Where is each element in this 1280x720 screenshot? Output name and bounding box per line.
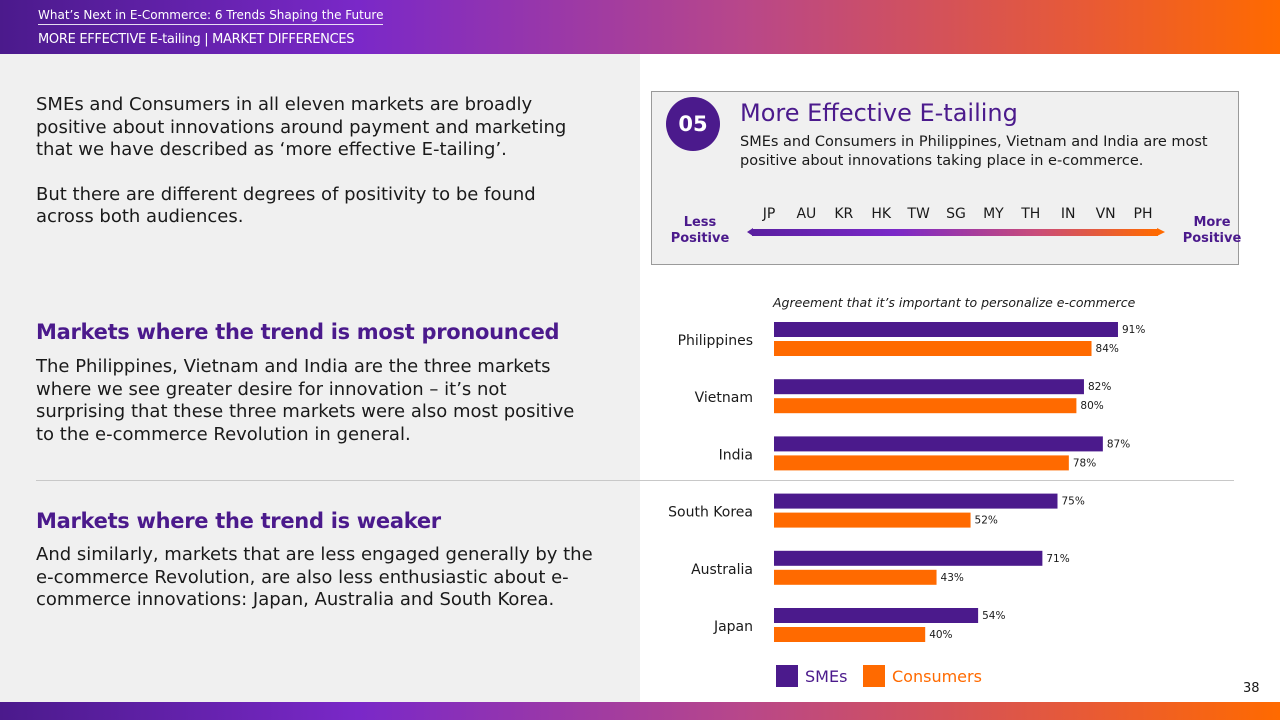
data-label-consumers: 40% [929,629,952,641]
scale-arrow-head [1157,228,1165,236]
intro-paragraph-1: SMEs and Consumers in all eleven markets… [36,94,567,160]
data-label-consumers: 78% [1073,457,1096,469]
divider-line [36,480,1234,481]
market-label-tw: TW [907,206,930,222]
weaker-heading: Markets where the trend is weaker [36,509,441,533]
data-label-consumers: 80% [1080,400,1103,412]
bar-smes [774,436,1103,452]
data-label-smes: 71% [1046,553,1069,565]
data-label-smes: 75% [1062,496,1085,508]
bar-chart: Philippines 91%84% Vietnam 82% 80% India 87% 78… [668,322,1145,642]
market-label-vn: VN [1095,206,1116,222]
bar-consumers [774,398,1077,414]
trend-description: SMEs and Consumers in Philippines, Vietn… [740,134,1208,169]
intro-paragraph-2: But there are different degrees of posit… [36,183,536,228]
bar-consumers [774,512,971,528]
weaker-body: And similarly, markets that are less eng… [36,544,593,610]
category-label: Philippines [678,333,753,349]
report-title: What’s Next in E-Commerce: 6 Trends Shap… [38,8,384,25]
data-label-smes: 91% [1122,324,1145,336]
market-label-kr: KR [834,206,854,222]
data-label-consumers: 52% [975,515,998,527]
market-label-hk: HK [871,206,892,222]
data-label-smes: 54% [982,610,1005,622]
market-label-in: IN [1060,206,1076,222]
data-label-consumers: 43% [941,572,964,584]
legend-label-smes: SMEs [805,667,848,686]
bar-smes [774,379,1084,395]
footer-bar [0,702,1280,720]
category-label: Vietnam [695,390,753,406]
bar-consumers [774,569,937,585]
intro-text: SMEs and Consumers in all eleven markets… [36,94,596,251]
chart-title: Agreement that it’s important to persona… [773,295,1136,310]
bar-smes [774,322,1118,337]
category-label: South Korea [668,505,753,521]
category-label: Australia [691,562,753,578]
bar-smes [774,608,979,623]
data-label-smes: 82% [1088,381,1111,393]
section-subtitle: MORE EFFECTIVE E-tailing | MARKET DIFFER… [38,32,355,47]
more-positive-label: More Positive [1182,215,1242,246]
bar-consumers [774,341,1092,356]
page-number: 38 [1243,681,1260,696]
legend-label-consumers: Consumers [892,667,982,686]
less-positive-label: Less Positive [670,215,730,246]
bar-smes [774,493,1058,509]
bar-smes [774,550,1043,566]
bar-consumers [774,455,1069,471]
scale-arrow-tail [747,228,753,236]
market-label-ph: PH [1133,206,1153,222]
header-bar: What’s Next in E-Commerce: 6 Trends Shap… [0,0,1280,54]
legend-swatch-smes [776,665,798,687]
market-label-jp: JP [762,206,776,222]
bar-consumers [774,627,926,642]
market-label-au: AU [796,206,817,222]
pronounced-heading: Markets where the trend is most pronounc… [36,320,560,344]
legend-swatch-consumers [863,665,885,687]
pronounced-body: The Philippines, Vietnam and India are t… [36,356,575,445]
trend-box [651,91,1239,265]
market-label-sg: SG [946,206,966,222]
category-label: India [719,447,753,463]
trend-number-badge: 05 [666,97,720,151]
data-label-consumers: 84% [1096,343,1119,355]
category-label: Japan [713,619,753,635]
trend-title: More Effective E-tailing [740,99,1018,127]
data-label-smes: 87% [1107,438,1130,450]
scale-arrow [752,229,1158,236]
market-label-my: MY [983,206,1004,222]
left-panel [0,54,640,702]
market-label-th: TH [1021,206,1041,222]
